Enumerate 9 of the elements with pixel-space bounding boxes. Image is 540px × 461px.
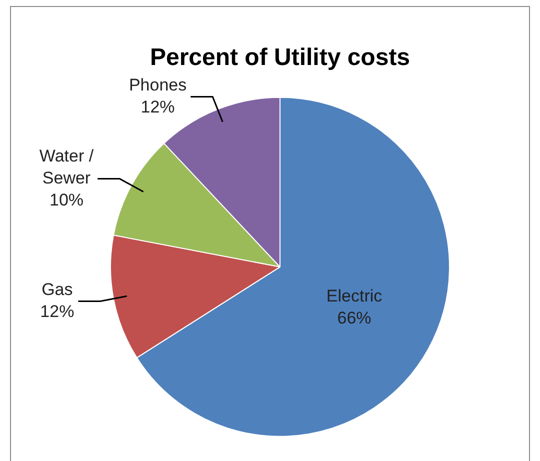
data-label: 12%	[140, 97, 175, 116]
slice-label: Phones	[128, 75, 187, 94]
data-label: 66%	[337, 308, 372, 328]
chart-title: Percent of Utility costs	[150, 44, 410, 72]
slice-label: Electric	[326, 286, 383, 306]
data-label: 10%	[49, 190, 84, 210]
slice-label: Gas	[42, 280, 73, 299]
data-label: 12%	[40, 302, 74, 321]
slice-label: Water / Sewer	[39, 146, 94, 188]
